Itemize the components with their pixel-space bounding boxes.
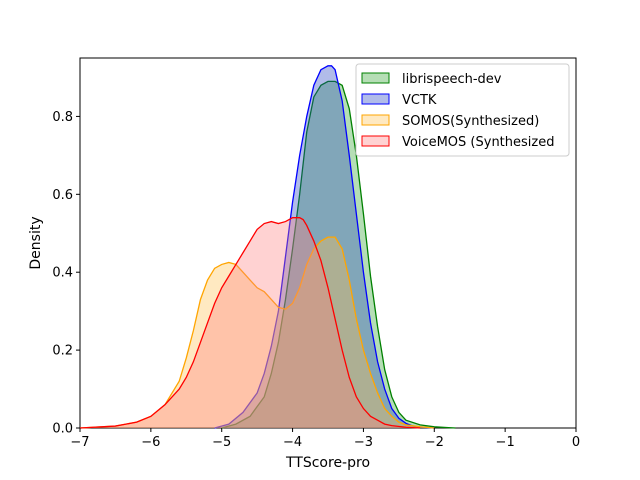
series-area-1	[221, 81, 456, 429]
series-line-2	[214, 65, 435, 429]
y-tick-label: 0.6	[52, 188, 73, 203]
legend-label-3: SOMOS(Synthesized)	[402, 114, 539, 129]
x-tick-label: −7	[70, 435, 89, 450]
y-tick-label: 0.4	[52, 266, 73, 281]
legend-box	[355, 63, 570, 157]
x-tick-label: −4	[283, 435, 302, 450]
series-area-3	[80, 237, 435, 428]
y-tick-label: 0.0	[52, 422, 73, 437]
legend-swatch-3	[361, 114, 390, 126]
series-area-2	[214, 65, 435, 428]
y-tick-label: 0.8	[52, 110, 73, 125]
series-layer	[79, 65, 456, 429]
x-tick-label: −6	[141, 435, 160, 450]
series-area-4	[80, 217, 421, 428]
legend-swatch-2	[361, 93, 390, 105]
series-4	[79, 217, 421, 429]
legend-swatch-1	[361, 72, 390, 84]
legend: librispeech-dev VCTK SOMOS(Synthesized) Voi…	[355, 63, 570, 157]
axes-layer: −7 −6 −5 −4 −3 −2 −1 0 0.0 0.2 0.4 0.6 0.8	[52, 110, 580, 450]
x-tick-label: −5	[212, 435, 231, 450]
legend-label-4: VoiceMOS (Synthesized	[402, 135, 554, 150]
series-2	[214, 65, 435, 429]
plot-frame	[79, 57, 577, 429]
series-line-3	[79, 236, 435, 429]
legend-label-2: VCTK	[402, 93, 437, 108]
legend-swatch-4	[361, 135, 390, 147]
y-axis-label: Density	[28, 216, 44, 269]
x-tick-label: −2	[425, 435, 444, 450]
y-tick-label: 0.2	[52, 344, 73, 359]
x-tick-label: −1	[496, 435, 515, 450]
x-tick-label: −3	[354, 435, 373, 450]
x-tick-label: 0	[572, 435, 580, 450]
legend-label-1: librispeech-dev	[402, 72, 502, 87]
series-line-4	[79, 217, 421, 429]
series-3	[79, 236, 435, 429]
x-axis-label: TTScore-pro	[285, 455, 370, 471]
